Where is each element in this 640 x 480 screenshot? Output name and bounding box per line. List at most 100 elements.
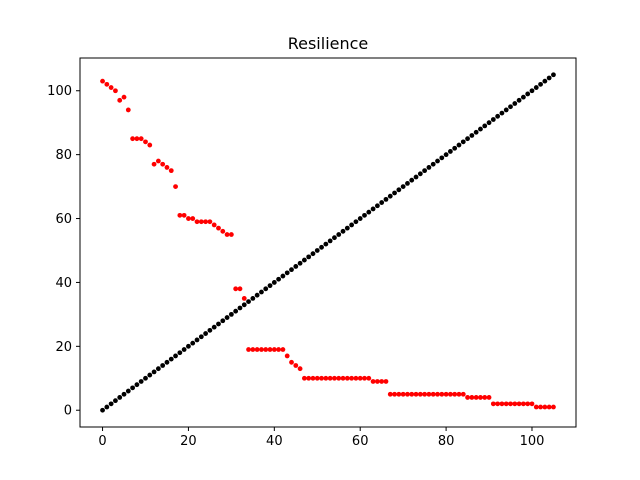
data-point-series-1 (551, 72, 556, 78)
data-point-series-1 (246, 299, 251, 304)
data-point-series-0 (130, 136, 136, 142)
data-point-series-1 (147, 372, 153, 378)
data-point-series-0 (121, 94, 127, 100)
data-point-series-0 (456, 391, 462, 397)
data-point-series-1 (203, 331, 209, 336)
data-point-series-0 (473, 395, 479, 400)
data-point-series-0 (396, 391, 402, 397)
data-point-series-0 (259, 347, 264, 352)
data-point-series-0 (340, 375, 346, 381)
data-point-series-1 (349, 222, 355, 228)
data-point-series-1 (306, 254, 312, 260)
data-point-series-0 (164, 165, 170, 170)
data-point-series-1 (409, 177, 415, 183)
data-point-series-0 (366, 375, 372, 381)
x-tick-label: 100 (520, 434, 545, 449)
data-point-series-0 (267, 347, 273, 352)
data-point-series-1 (224, 315, 230, 320)
data-point-series-1 (259, 289, 264, 295)
data-point-series-0 (383, 379, 389, 384)
data-point-series-0 (293, 363, 299, 368)
data-point-series-1 (323, 241, 329, 247)
data-point-series-0 (143, 139, 148, 145)
data-point-series-0 (529, 401, 535, 407)
data-point-series-0 (512, 401, 518, 407)
data-point-series-1 (392, 190, 397, 196)
data-point-series-0 (357, 375, 363, 381)
data-point-series-1 (267, 283, 273, 289)
data-point-series-0 (465, 395, 470, 400)
data-point-series-0 (332, 375, 337, 381)
data-point-series-1 (482, 123, 488, 129)
data-point-series-0 (173, 184, 178, 189)
data-point-series-0 (327, 375, 333, 381)
data-point-series-1 (490, 117, 496, 122)
data-point-series-0 (284, 353, 290, 359)
plot-marks (100, 72, 556, 413)
data-point-series-0 (246, 347, 251, 352)
y-tick-label: 20 (55, 340, 72, 355)
data-point-series-0 (306, 375, 312, 381)
data-point-series-1 (332, 235, 337, 241)
data-point-series-1 (181, 347, 187, 352)
data-point-series-0 (478, 395, 483, 400)
data-point-series-0 (516, 401, 522, 407)
data-point-series-0 (443, 391, 449, 397)
data-point-series-0 (203, 219, 209, 225)
data-point-series-0 (233, 286, 239, 292)
data-point-series-0 (160, 161, 166, 167)
data-point-series-0 (297, 366, 303, 372)
data-point-series-1 (379, 200, 385, 205)
data-point-series-0 (211, 222, 217, 228)
data-point-series-1 (130, 385, 136, 391)
data-point-series-0 (276, 347, 282, 352)
data-point-series-1 (168, 356, 174, 362)
data-point-series-1 (422, 168, 428, 174)
data-point-series-0 (155, 158, 161, 164)
data-point-series-0 (426, 391, 432, 397)
data-point-series-1 (108, 401, 114, 407)
data-point-series-0 (186, 216, 191, 221)
data-point-series-1 (370, 206, 376, 212)
data-point-series-1 (387, 193, 393, 199)
data-point-series-0 (538, 404, 543, 410)
data-point-series-1 (327, 238, 333, 244)
data-point-series-0 (533, 404, 539, 410)
data-point-series-0 (224, 232, 230, 237)
data-point-series-0 (370, 379, 376, 384)
data-point-series-1 (478, 126, 483, 132)
data-point-series-1 (186, 343, 191, 349)
data-point-series-1 (362, 212, 367, 218)
data-point-series-1 (113, 398, 118, 404)
data-point-series-1 (233, 308, 239, 314)
data-point-series-0 (460, 391, 466, 397)
data-point-series-0 (220, 228, 226, 234)
data-point-series-1 (525, 91, 531, 97)
data-point-series-1 (100, 407, 105, 413)
data-point-series-1 (134, 382, 140, 388)
data-point-series-1 (452, 145, 458, 151)
data-point-series-0 (104, 81, 110, 87)
data-point-series-0 (289, 359, 294, 365)
data-point-series-1 (413, 174, 419, 180)
data-point-series-0 (271, 347, 277, 352)
data-point-series-1 (151, 369, 157, 375)
data-point-series-1 (374, 203, 380, 209)
data-point-series-1 (241, 302, 247, 308)
data-point-series-1 (473, 129, 479, 135)
data-point-series-1 (190, 340, 196, 346)
data-point-series-0 (400, 391, 406, 397)
data-point-series-1 (314, 248, 320, 253)
data-point-series-0 (551, 404, 556, 410)
data-point-series-0 (413, 391, 419, 397)
data-point-series-1 (383, 196, 389, 202)
data-point-series-1 (508, 104, 513, 110)
data-point-series-0 (181, 212, 187, 218)
data-point-series-1 (289, 267, 294, 273)
data-point-series-0 (151, 161, 157, 167)
data-point-series-1 (271, 280, 277, 285)
data-point-series-0 (439, 391, 445, 397)
data-point-series-1 (284, 270, 290, 276)
